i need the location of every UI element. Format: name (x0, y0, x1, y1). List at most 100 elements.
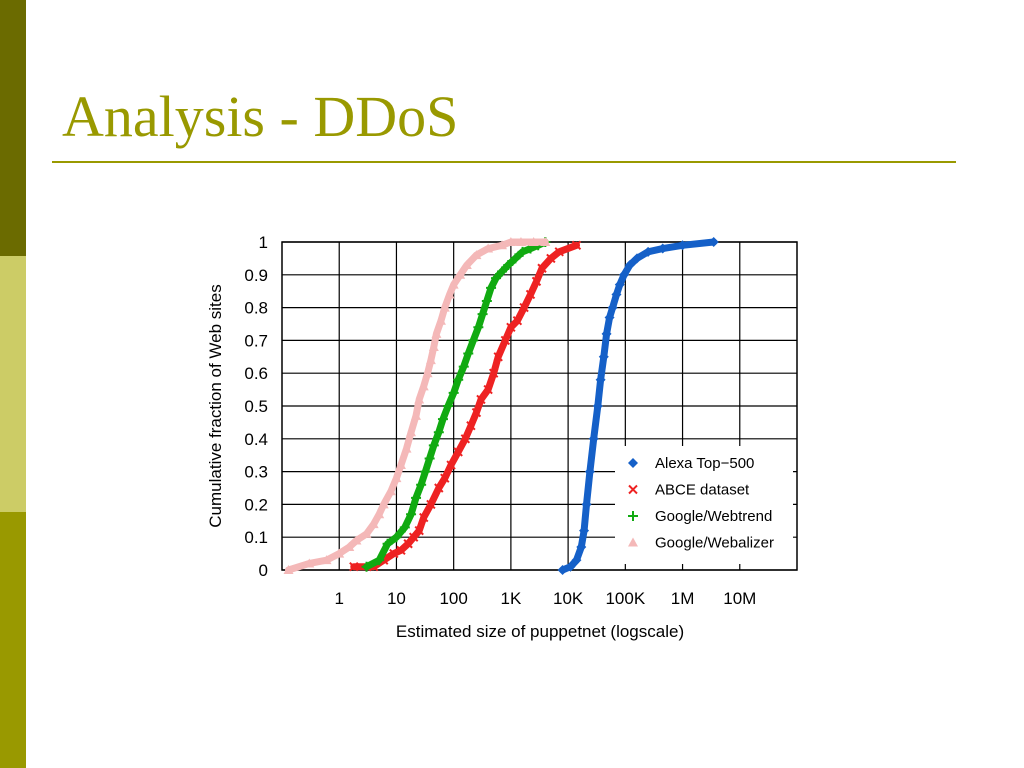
legend-label: ABCE dataset (655, 482, 750, 499)
data-point (571, 555, 582, 566)
data-point (588, 433, 599, 444)
data-point (349, 562, 359, 572)
data-point (437, 414, 448, 425)
data-point (557, 565, 568, 575)
legend-marker (628, 511, 638, 521)
data-point (657, 243, 668, 254)
data-point (525, 289, 536, 300)
data-point (581, 499, 592, 510)
data-point (361, 561, 372, 572)
data-point (624, 259, 635, 270)
data-point (463, 348, 474, 359)
chart-ticks: 1 10 100 1K 10K 100K 1M 10M 0 0.1 0.2 0.3 0.4 0.5 0.6 0… (244, 233, 756, 608)
data-point (395, 460, 406, 470)
y-tick-label: 0.1 (244, 528, 268, 547)
data-point (414, 394, 425, 404)
data-point (391, 473, 402, 483)
x-tick-label: 10 (387, 589, 406, 608)
data-point (368, 519, 379, 529)
data-point (473, 322, 484, 333)
data-point (476, 394, 486, 405)
data-point (420, 466, 431, 477)
data-point (389, 548, 399, 559)
data-point (344, 542, 355, 552)
data-point (500, 335, 511, 346)
data-point (411, 492, 422, 503)
x-tick-label: 1K (500, 589, 521, 608)
x-axis-label: Estimated size of puppetnet (logscale) (396, 622, 684, 641)
legend-marker (628, 484, 638, 495)
side-bar-top (0, 0, 26, 256)
data-point (579, 525, 590, 536)
data-point (503, 259, 514, 270)
slide-title: Analysis - DDoS (62, 84, 459, 149)
y-tick-label: 0.8 (244, 299, 268, 318)
data-point (486, 282, 497, 293)
data-point (471, 407, 482, 418)
data-point (439, 302, 450, 312)
legend-label: Google/Webalizer (655, 535, 774, 552)
data-point (531, 276, 542, 287)
data-point (453, 374, 464, 385)
data-point (505, 237, 516, 246)
data-point (466, 420, 476, 431)
series-4 (283, 237, 551, 574)
data-point (334, 548, 345, 558)
data-point (488, 368, 499, 378)
legend-label: Alexa Top−500 (655, 455, 754, 472)
data-point (351, 535, 362, 545)
legend-marker (628, 537, 638, 547)
series-1 (557, 237, 719, 575)
data-point (440, 473, 450, 483)
data-point (540, 237, 551, 246)
data-point (604, 312, 615, 323)
cdf-chart: 1 10 100 1K 10K 100K 1M 10M 0 0.1 0.2 0.3 0.4 0.5 0.6 0… (206, 233, 798, 641)
data-point (708, 237, 719, 247)
data-point (448, 279, 459, 289)
y-tick-label: 0.5 (244, 397, 268, 416)
x-tick-label: 10K (553, 589, 584, 608)
data-point (382, 538, 393, 549)
data-point (483, 384, 493, 395)
data-point (385, 486, 396, 496)
data-point (428, 341, 439, 351)
data-point (434, 483, 444, 493)
data-point (512, 316, 523, 326)
data-point (611, 289, 622, 300)
data-point (510, 253, 521, 264)
data-point (321, 555, 332, 565)
chart-series (283, 237, 719, 575)
data-point (418, 381, 429, 391)
side-bar-middle (0, 256, 26, 512)
data-point (419, 512, 429, 523)
data-point (632, 253, 643, 264)
data-point (481, 296, 492, 307)
y-axis-label: Cumulative fraction of Web sites (206, 284, 225, 527)
data-point (607, 302, 618, 313)
data-point (422, 368, 433, 378)
data-point (571, 240, 582, 250)
y-tick-label: 0 (259, 561, 268, 580)
series-line (363, 238, 549, 571)
data-point (460, 434, 471, 444)
data-point (517, 246, 528, 257)
data-point (468, 335, 479, 346)
data-point (592, 401, 603, 411)
x-tick-label: 1 (334, 589, 343, 608)
data-point (576, 542, 587, 553)
data-point (528, 237, 539, 246)
data-point (425, 355, 436, 365)
data-point (619, 269, 630, 280)
x-tick-label: 100 (439, 589, 467, 608)
data-point (614, 279, 625, 290)
data-point (471, 250, 482, 260)
chart-legend: Alexa Top−500 ABCE dataset Google/Webtrend… (615, 446, 793, 564)
data-point (361, 528, 372, 538)
data-point (461, 259, 472, 269)
data-point (537, 263, 547, 273)
data-point (448, 387, 459, 398)
title-underline (52, 161, 956, 163)
data-point (406, 509, 417, 520)
data-point (431, 328, 442, 338)
data-point (426, 499, 436, 510)
